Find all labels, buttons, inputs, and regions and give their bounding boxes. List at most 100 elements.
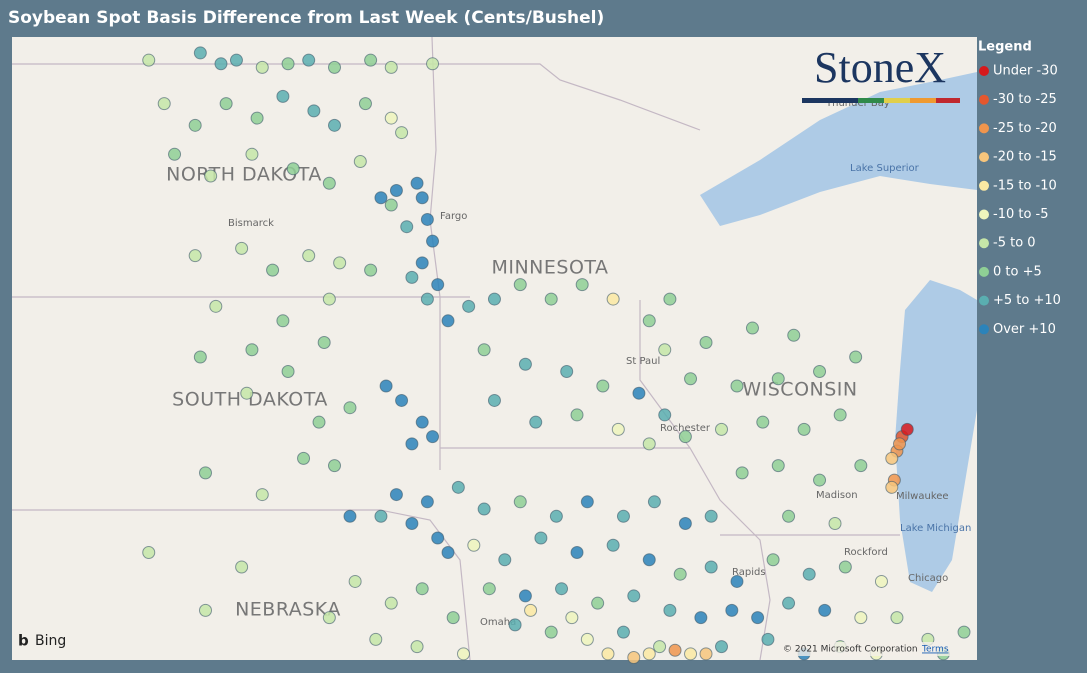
- legend-label: +5 to +10: [993, 293, 1061, 308]
- provider: Bing: [35, 633, 66, 649]
- station-point: [240, 386, 254, 400]
- station-point: [849, 350, 863, 364]
- station-point: [142, 53, 156, 67]
- station-point: [885, 451, 899, 465]
- legend-swatch: [979, 123, 989, 134]
- station-point: [730, 574, 744, 588]
- station-point: [286, 162, 300, 176]
- station-point: [426, 430, 440, 444]
- station-point: [627, 589, 641, 603]
- station-point: [658, 408, 672, 422]
- station-point: [900, 422, 914, 436]
- legend-swatch: [979, 209, 989, 220]
- station-point: [477, 343, 491, 357]
- station-point: [513, 495, 527, 509]
- station-point: [704, 509, 718, 523]
- city-label: Madison: [816, 490, 858, 501]
- station-point: [668, 643, 682, 657]
- station-point: [580, 632, 594, 646]
- station-point: [431, 278, 445, 292]
- station-point: [828, 517, 842, 531]
- station-point: [782, 596, 796, 610]
- station-point: [328, 459, 341, 473]
- station-point: [276, 89, 290, 103]
- station-point: [343, 401, 357, 415]
- basemap: NORTH DAKOTA SOUTH DAKOTA MINNESOTA WISC…: [12, 36, 977, 661]
- station-point: [255, 60, 269, 74]
- station-point: [570, 545, 584, 559]
- lake-michigan: [895, 280, 977, 592]
- station-point: [348, 574, 362, 588]
- station-point: [663, 603, 677, 617]
- station-point: [250, 111, 264, 125]
- station-point: [199, 603, 212, 617]
- city-label: Milwaukee: [896, 491, 949, 502]
- legend-swatch: [979, 66, 989, 76]
- station-point: [813, 364, 827, 378]
- station-point: [333, 256, 347, 270]
- legend-swatch: [979, 266, 989, 277]
- station-point: [410, 176, 424, 190]
- legend-swatch: [979, 180, 989, 191]
- city-label: Rochester: [660, 423, 711, 434]
- station-point: [745, 321, 759, 335]
- station-point: [302, 249, 316, 263]
- logo-bar: [802, 98, 858, 103]
- station-point: [606, 292, 620, 306]
- state-label: MINNESOTA: [491, 257, 608, 279]
- station-point: [379, 379, 393, 393]
- station-point: [766, 553, 780, 567]
- station-point: [307, 104, 321, 118]
- legend-swatch: [979, 238, 989, 249]
- station-point: [596, 379, 610, 393]
- attribution-bg: [780, 642, 950, 656]
- water-label: Lake Superior: [850, 163, 920, 174]
- station-point: [441, 314, 455, 328]
- station-point: [389, 488, 403, 502]
- station-point: [364, 263, 378, 277]
- station-point: [276, 314, 290, 328]
- legend-label: -20 to -15: [993, 150, 1057, 165]
- station-point: [157, 97, 171, 111]
- station-point: [761, 632, 775, 646]
- station-point: [544, 292, 558, 306]
- station-point: [694, 611, 708, 625]
- city-label: Rapids: [732, 567, 766, 578]
- city-label: Rockford: [844, 547, 888, 558]
- station-point: [410, 640, 424, 654]
- station-point: [415, 582, 429, 596]
- provider-icon: b: [18, 632, 29, 650]
- station-point: [199, 466, 212, 480]
- station-point: [482, 582, 496, 596]
- legend-label: -15 to -10: [993, 178, 1057, 193]
- station-point: [560, 364, 574, 378]
- legend-label: -25 to -20: [993, 121, 1057, 136]
- station-point: [405, 270, 419, 284]
- station-point: [874, 574, 888, 588]
- station-point: [193, 46, 207, 60]
- legend-title: Legend: [978, 40, 1032, 55]
- station-point: [364, 53, 378, 67]
- station-point: [813, 473, 827, 487]
- copyright: © 2021 Microsoft Corporation: [783, 645, 918, 655]
- station-point: [168, 147, 182, 161]
- station-point: [642, 647, 656, 661]
- logo-bar: [936, 98, 960, 103]
- terms-link[interactable]: Terms: [921, 645, 949, 655]
- station-point: [616, 625, 630, 639]
- station-point: [188, 249, 202, 263]
- station-point: [188, 118, 202, 132]
- legend-label: -5 to 0: [993, 236, 1036, 251]
- station-point: [575, 278, 589, 292]
- station-point: [415, 256, 429, 270]
- station-point: [518, 589, 532, 603]
- legend-swatch: [979, 152, 989, 163]
- station-point: [302, 53, 316, 67]
- station-point: [555, 582, 569, 596]
- legend-label: -30 to -25: [993, 92, 1057, 107]
- station-point: [730, 379, 744, 393]
- lake-superior: [700, 72, 977, 226]
- station-point: [209, 299, 223, 313]
- station-point: [854, 611, 868, 625]
- station-point: [467, 538, 481, 552]
